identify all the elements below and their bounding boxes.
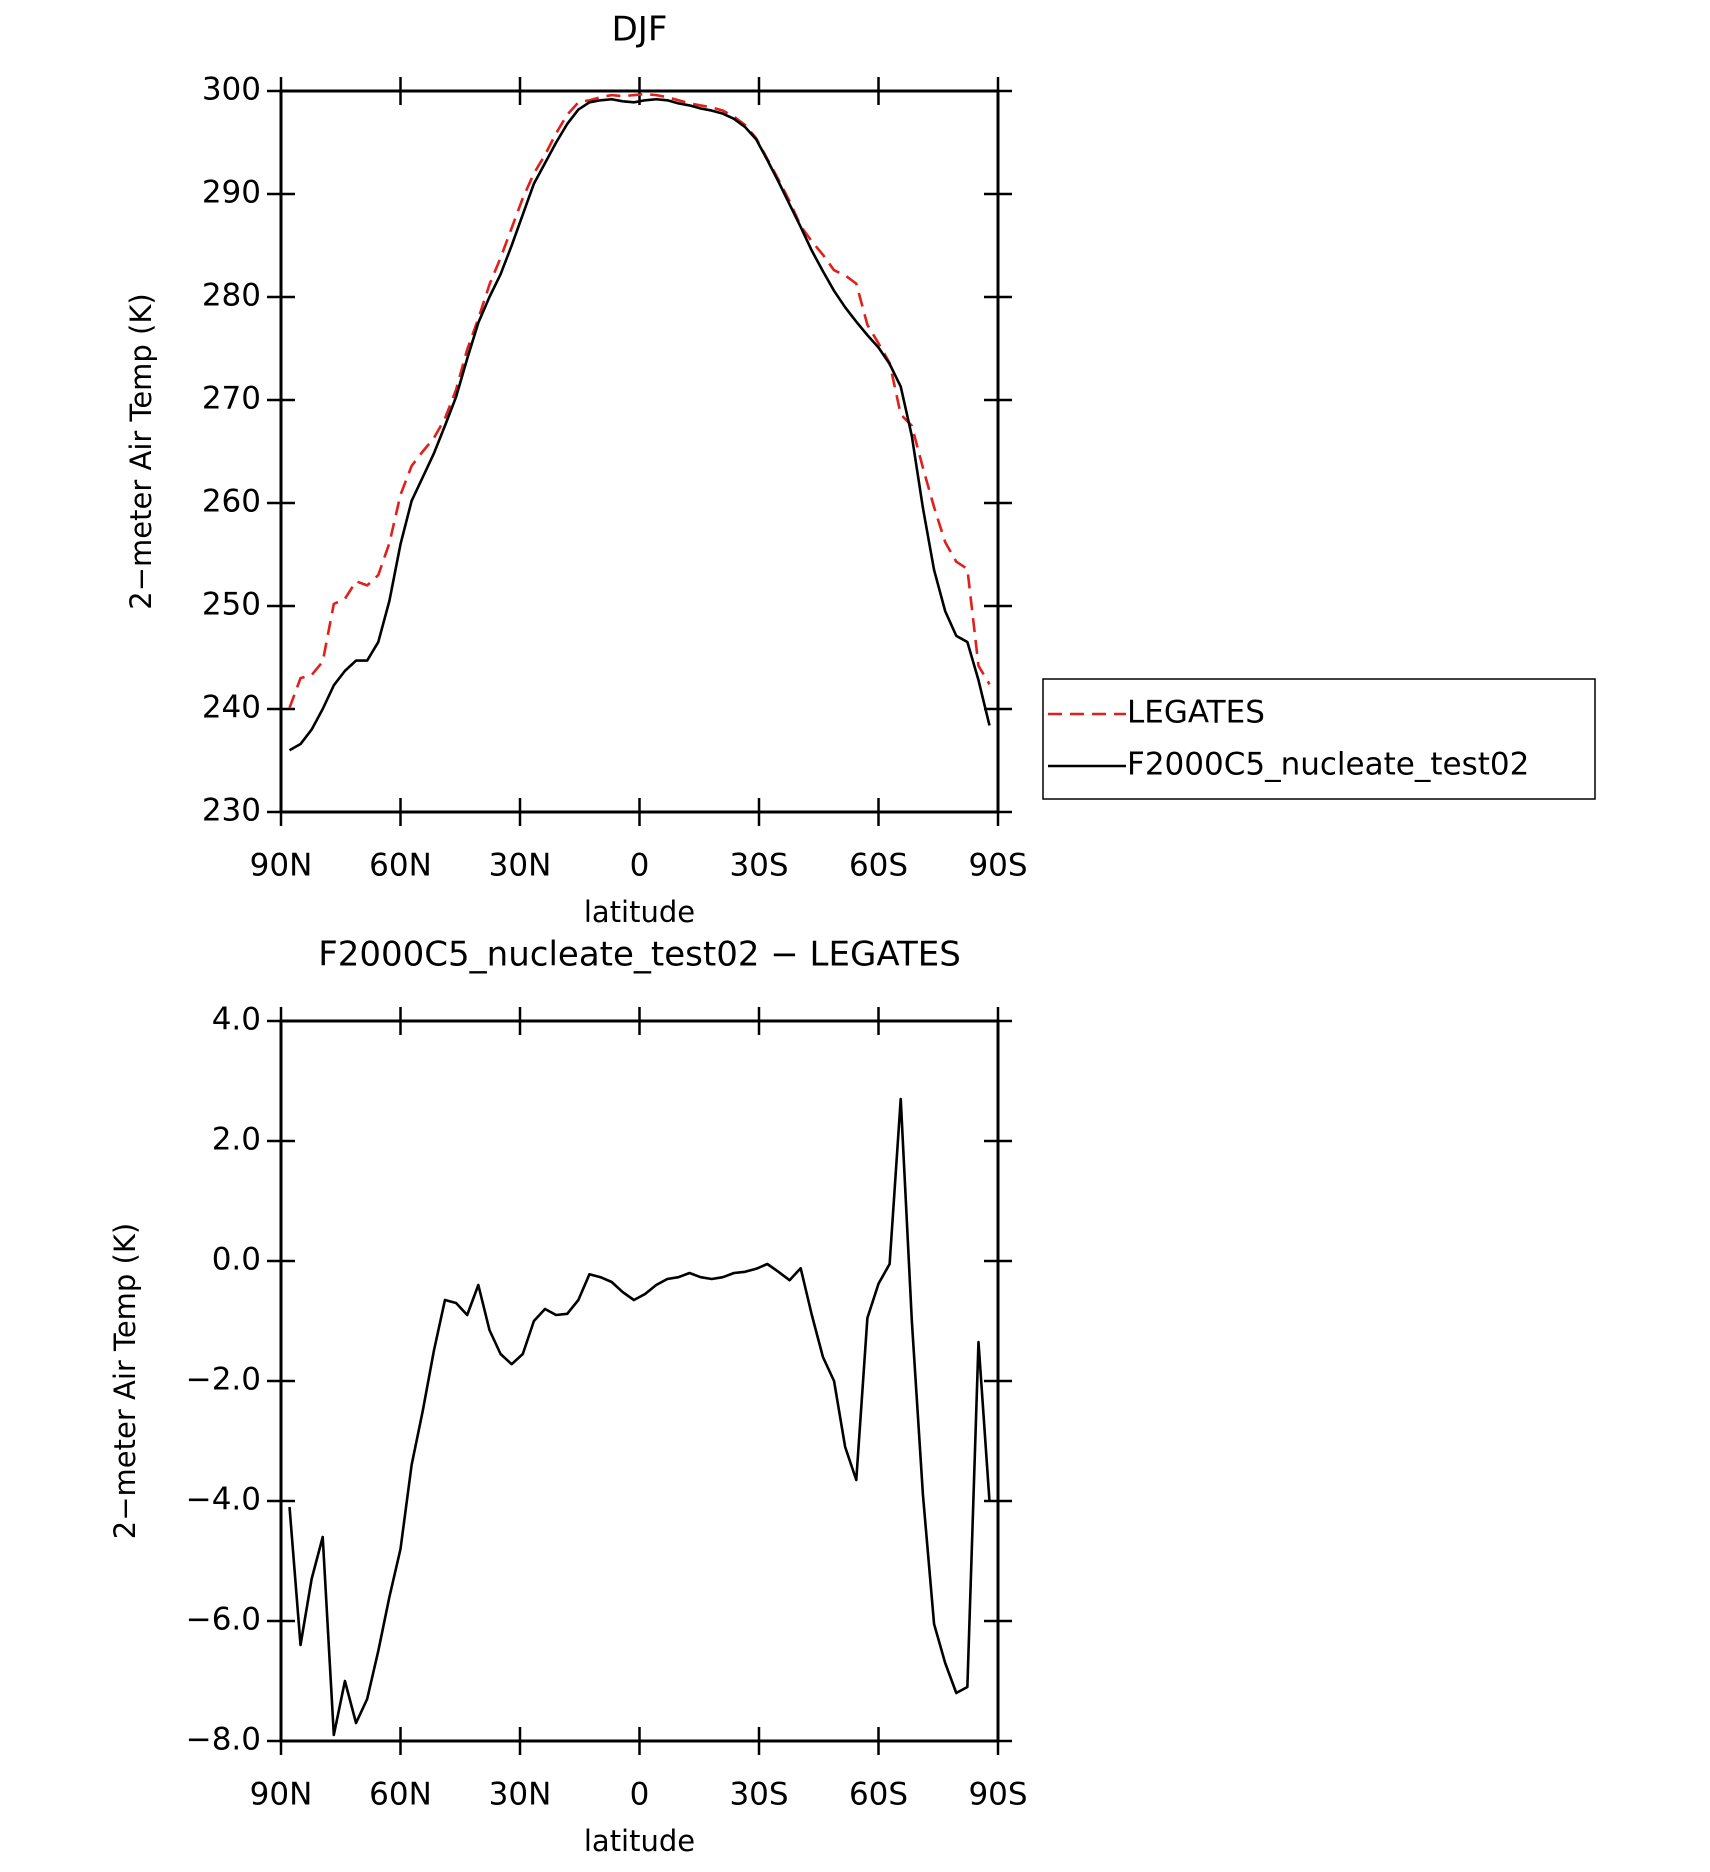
y-tick-label: 280 bbox=[202, 278, 261, 314]
x-tick-label: 90S bbox=[968, 848, 1027, 884]
y-tick-label: 260 bbox=[202, 484, 261, 520]
y-tick-label: −8.0 bbox=[186, 1722, 261, 1758]
y-tick-label: 270 bbox=[202, 381, 261, 417]
plot-frame bbox=[279, 89, 1000, 814]
y-tick-label: 4.0 bbox=[212, 1002, 261, 1038]
y-tick-label: 250 bbox=[202, 587, 261, 623]
x-tick-label: 30N bbox=[489, 1777, 552, 1813]
y-tick-label: −6.0 bbox=[186, 1602, 261, 1638]
x-tick-label: 90N bbox=[250, 848, 313, 884]
y-axis-label: 2−meter Air Temp (K) bbox=[108, 1223, 142, 1539]
y-tick-label: 2.0 bbox=[212, 1122, 261, 1158]
x-tick-label: 30S bbox=[729, 1777, 788, 1813]
x-tick-label: 60N bbox=[369, 1777, 432, 1813]
x-axis-label: latitude bbox=[584, 1824, 695, 1858]
y-tick-label: 0.0 bbox=[212, 1242, 261, 1278]
legend-box bbox=[1042, 678, 1596, 800]
y-tick-label: 240 bbox=[202, 690, 261, 726]
y-tick-label: −2.0 bbox=[186, 1362, 261, 1398]
chart-title: F2000C5_nucleate_test02 − LEGATES bbox=[318, 935, 961, 975]
legend-label: F2000C5_nucleate_test02 bbox=[1127, 747, 1529, 783]
x-tick-label: 90N bbox=[250, 1777, 313, 1813]
y-axis-label: 2−meter Air Temp (K) bbox=[124, 293, 158, 609]
data-line bbox=[288, 1097, 991, 1737]
y-tick-label: 290 bbox=[202, 175, 261, 211]
x-tick-label: 60S bbox=[849, 848, 908, 884]
y-tick-label: −4.0 bbox=[186, 1482, 261, 1518]
y-tick-label: 300 bbox=[202, 72, 261, 108]
x-tick-label: 0 bbox=[630, 1777, 650, 1813]
plot-frame bbox=[279, 1019, 1000, 1743]
x-tick-label: 60N bbox=[369, 848, 432, 884]
x-axis-label: latitude bbox=[584, 895, 695, 929]
x-tick-label: 30S bbox=[729, 848, 788, 884]
y-tick-label: 230 bbox=[202, 793, 261, 829]
chart-title: DJF bbox=[612, 10, 668, 50]
x-tick-label: 60S bbox=[849, 1777, 908, 1813]
data-line bbox=[288, 97, 991, 752]
data-line bbox=[288, 92, 991, 709]
x-tick-label: 30N bbox=[489, 848, 552, 884]
legend-label: LEGATES bbox=[1127, 695, 1265, 731]
x-tick-label: 90S bbox=[968, 1777, 1027, 1813]
x-tick-label: 0 bbox=[630, 848, 650, 884]
